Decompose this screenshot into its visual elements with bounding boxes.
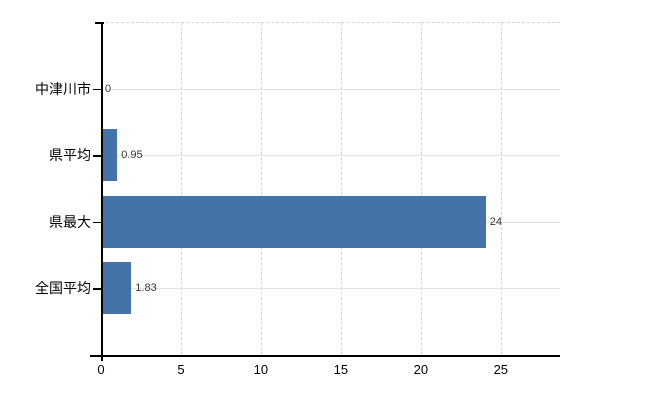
category-tick xyxy=(93,221,101,224)
y-axis-line xyxy=(101,22,103,361)
x-axis-tick-label: 25 xyxy=(493,362,509,377)
bar xyxy=(102,195,486,248)
vertical-gridline xyxy=(420,22,422,355)
category-label: 県平均 xyxy=(49,147,91,164)
horizontal-gridline xyxy=(101,88,560,90)
y-axis-top-tick xyxy=(95,22,104,24)
x-axis-tick-label: 15 xyxy=(333,362,349,377)
vertical-gridline xyxy=(181,22,182,355)
category-tick xyxy=(93,88,101,91)
x-axis-tick-label: 10 xyxy=(253,362,269,377)
plot-top-border xyxy=(101,22,560,23)
value-label: 1.83 xyxy=(135,282,157,295)
category-tick xyxy=(93,288,101,290)
horizontal-gridline xyxy=(101,155,560,157)
value-label: 0.95 xyxy=(121,149,143,162)
value-label: 24 xyxy=(489,215,503,228)
value-label: 0 xyxy=(105,82,112,95)
vertical-gridline xyxy=(260,22,262,355)
category-label: 全国平均 xyxy=(35,280,91,297)
horizontal-gridline xyxy=(101,288,560,290)
category-label: 県最大 xyxy=(49,213,91,230)
vertical-gridline xyxy=(500,22,502,355)
x-axis-line xyxy=(90,355,560,357)
x-axis-tick-label: 20 xyxy=(413,362,429,377)
category-tick xyxy=(93,155,101,157)
category-label: 中津川市 xyxy=(35,80,91,97)
bar xyxy=(102,129,118,182)
vertical-gridline xyxy=(340,22,342,355)
x-axis-tick-label: 0 xyxy=(97,362,105,377)
bar xyxy=(102,262,132,315)
x-axis-tick-label: 5 xyxy=(177,362,185,377)
